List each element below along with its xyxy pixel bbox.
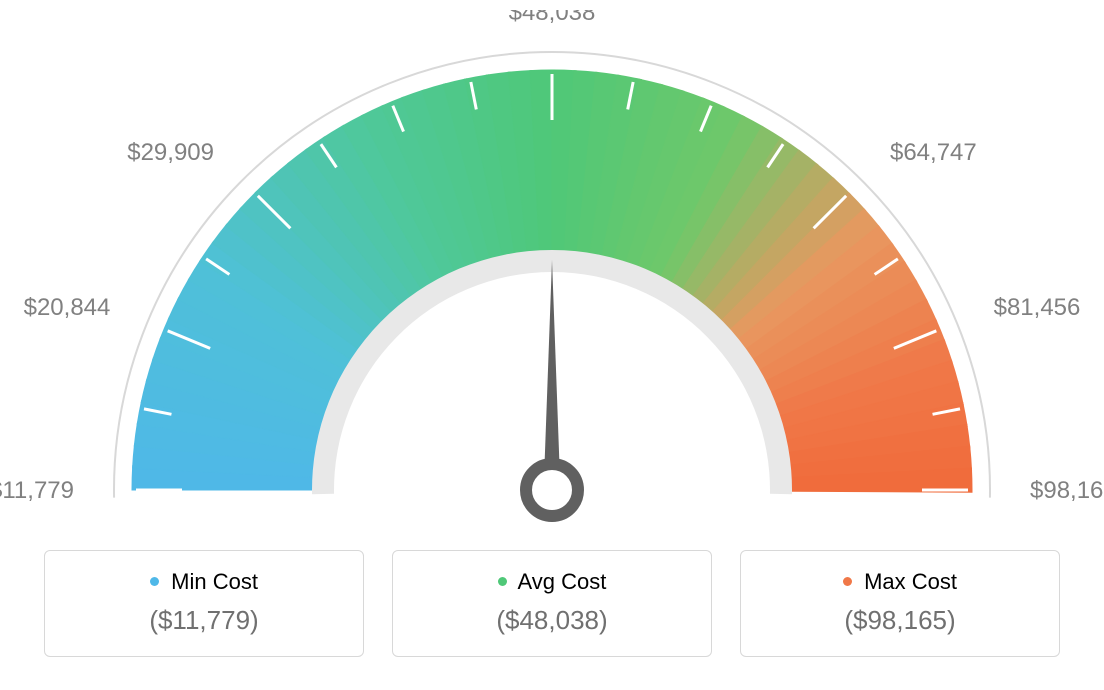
gauge-svg: $11,779 $20,844 $29,909 $48,038 $64,747 $81,4… [0,10,1104,570]
gauge-chart-container: $11,779 $20,844 $29,909 $48,038 $64,747 $81,4… [0,0,1104,690]
max-cost-title: Max Cost [741,569,1059,595]
gauge-tick-label: $20,844 [24,294,111,321]
avg-cost-label: Avg Cost [518,569,607,594]
gauge-area: $11,779 $20,844 $29,909 $48,038 $64,747 $81,4… [0,0,1104,560]
avg-cost-title: Avg Cost [393,569,711,595]
gauge-tick-label: $98,165 [1030,477,1104,504]
min-cost-title: Min Cost [45,569,363,595]
gauge-tick-label: $48,038 [509,10,596,26]
gauge-tick-label: $81,456 [994,294,1081,321]
min-cost-label: Min Cost [171,569,258,594]
gauge-tick-label: $64,747 [890,139,977,166]
gauge-tick-label: $29,909 [127,139,214,166]
max-cost-label: Max Cost [864,569,957,594]
max-dot-icon [843,577,852,586]
min-dot-icon [150,577,159,586]
avg-dot-icon [498,577,507,586]
min-cost-value: ($11,779) [45,605,363,636]
avg-cost-value: ($48,038) [393,605,711,636]
max-cost-value: ($98,165) [741,605,1059,636]
gauge-hub [526,464,578,516]
gauge-tick-label: $11,779 [0,477,74,504]
